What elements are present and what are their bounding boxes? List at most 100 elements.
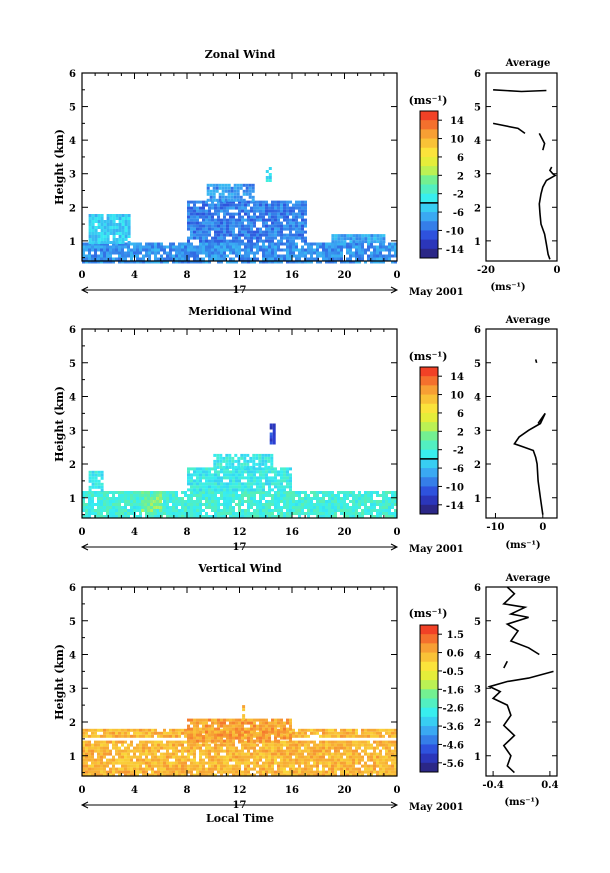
heatmap-cell (358, 260, 361, 264)
heatmap-cell (355, 234, 359, 238)
heatmap-cell (262, 739, 265, 743)
heatmap-cell (304, 494, 307, 497)
heatmap-cell (364, 234, 368, 238)
heatmap-cell (262, 721, 265, 725)
heatmap-cell (196, 476, 199, 480)
heatmap-cell (181, 761, 184, 765)
heatmap-cell (346, 773, 349, 777)
heatmap-cell (256, 485, 259, 489)
heatmap-cell (373, 237, 377, 241)
heatmap-cell (127, 251, 130, 255)
heatmap-cell (250, 206, 253, 210)
heatmap-cell (97, 764, 100, 768)
heatmap-cell (127, 764, 130, 768)
heatmap-cell (331, 773, 334, 777)
heatmap-cell (289, 494, 292, 497)
heatmap-cell (313, 497, 316, 500)
heatmap-cell (94, 245, 97, 249)
heatmap-cell (298, 758, 301, 762)
heatmap-cell (205, 743, 208, 747)
heatmap-cell (385, 770, 388, 774)
heatmap-cell (247, 254, 250, 258)
heatmap-cell (91, 232, 95, 235)
heatmap-cell (172, 728, 175, 732)
heatmap-cell (214, 479, 217, 483)
colorbar-tick-label: -6 (453, 464, 464, 475)
heatmap-cell (100, 235, 104, 238)
heatmap-cell (268, 239, 271, 243)
heatmap-cell (289, 733, 292, 737)
heatmap-cell (256, 739, 259, 743)
heatmap-cell (82, 746, 85, 750)
heatmap-cell (91, 491, 94, 494)
heatmap-cell (160, 512, 163, 515)
heatmap-cell (277, 470, 280, 474)
heatmap-cell (217, 491, 220, 494)
profile-xlabel-vertical: (ms⁻¹) (504, 797, 539, 808)
heatmap-cell (214, 773, 217, 777)
colorbar-swatch (420, 762, 438, 773)
day-label: 17 (233, 285, 247, 296)
heatmap-cell (217, 743, 220, 747)
heatmap-cell (208, 770, 211, 774)
heatmap-cell (253, 497, 256, 500)
heatmap-cell (160, 260, 163, 264)
heatmap-cell (109, 752, 112, 756)
heatmap-cell (213, 465, 217, 469)
heatmap-cell (190, 209, 193, 213)
heatmap-cell (145, 248, 148, 252)
heatmap-cell (214, 209, 217, 213)
heatmap-cell (169, 509, 172, 512)
heatmap-cell (388, 734, 391, 738)
heatmap-cell (253, 512, 256, 515)
heatmap-cell (175, 764, 178, 768)
heatmap-cell (231, 465, 235, 469)
heatmap-cell (133, 509, 136, 512)
heatmap-cell (379, 773, 382, 777)
heatmap-cell (244, 212, 247, 216)
heatmap-cell (142, 746, 145, 750)
heatmap-cell (283, 515, 286, 518)
heatmap-cell (298, 761, 301, 765)
heatmap-cell (145, 767, 148, 771)
heatmap-cell (231, 462, 235, 466)
heatmap-cell (112, 755, 115, 759)
heatmap-cell (283, 248, 286, 252)
heatmap-cell (232, 203, 235, 207)
y-tick-label: 6 (69, 583, 76, 594)
heatmap-cell (277, 224, 280, 228)
heatmap-cell (247, 743, 250, 747)
heatmap-cell (286, 718, 289, 722)
heatmap-cell (280, 740, 283, 744)
heatmap-cell (367, 734, 370, 738)
heatmap-cell (238, 503, 241, 506)
heatmap-cell (205, 242, 208, 246)
heatmap-cell (262, 215, 265, 219)
heatmap-cell (295, 500, 298, 503)
heatmap-cell (331, 503, 334, 506)
heatmap-cell (346, 497, 349, 500)
heatmap-cell (118, 251, 121, 255)
heatmap-cell (256, 761, 259, 765)
heatmap-cell (253, 242, 256, 246)
heatmap-cell (220, 724, 223, 728)
heatmap-cell (247, 764, 250, 768)
heatmap-cell (301, 755, 304, 759)
heatmap-cell (256, 236, 259, 240)
heatmap-cell (187, 500, 190, 503)
heatmap-cell (147, 500, 151, 503)
heatmap-cell (142, 260, 145, 264)
heatmap-cell (124, 257, 127, 261)
heatmap-cell (94, 217, 98, 220)
heatmap-cell (355, 773, 358, 777)
heatmap-cell (268, 749, 271, 753)
heatmap-cell (88, 223, 92, 226)
heatmap-cell (106, 731, 109, 735)
heatmap-cell (241, 260, 244, 264)
heatmap-cell (289, 731, 292, 735)
heatmap-cell (283, 242, 286, 246)
heatmap-cell (274, 209, 277, 213)
heatmap-cell (304, 743, 307, 747)
heatmap-cell (253, 718, 256, 722)
heatmap-cell (385, 764, 388, 768)
